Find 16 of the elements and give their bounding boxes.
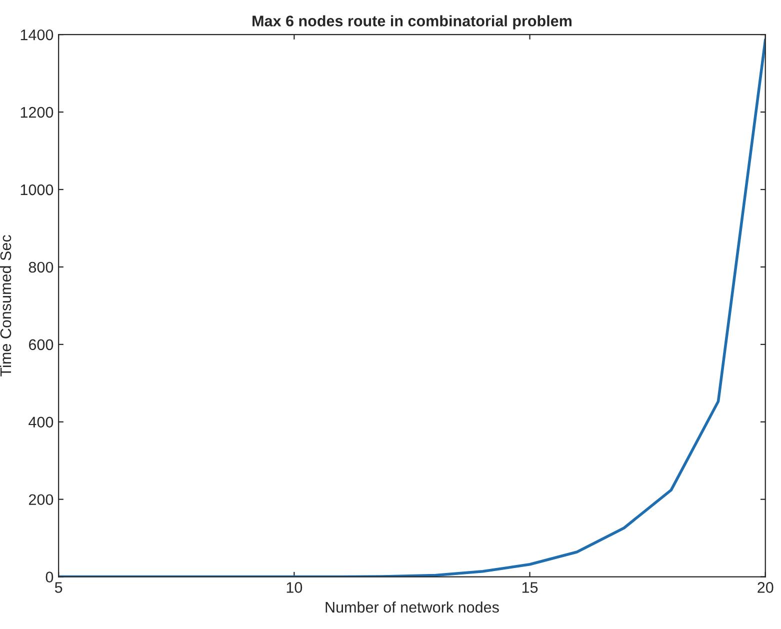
x-tick-label: 20 (758, 582, 774, 593)
y-axis-title: Time Consumed Sec (0, 235, 12, 376)
y-tick-label: 600 (29, 339, 54, 350)
y-tick-label: 1400 (20, 29, 54, 40)
y-tick-label: 1000 (20, 184, 54, 196)
y-tick-label: 200 (28, 494, 54, 506)
x-tick-label: 15 (522, 582, 538, 593)
chart-title: Max 6 nodes route in combinatorial problem (252, 15, 572, 30)
y-tick-label: 0 (46, 572, 54, 582)
y-tick-label: 1200 (20, 106, 54, 118)
y-tick-label: 800 (28, 262, 54, 273)
x-tick-label: 10 (286, 582, 302, 593)
line-series (58, 38, 766, 577)
x-axis-title: Number of network nodes (326, 601, 499, 613)
y-tick-label: 400 (28, 416, 54, 428)
x-tick-label: 5 (54, 582, 62, 593)
